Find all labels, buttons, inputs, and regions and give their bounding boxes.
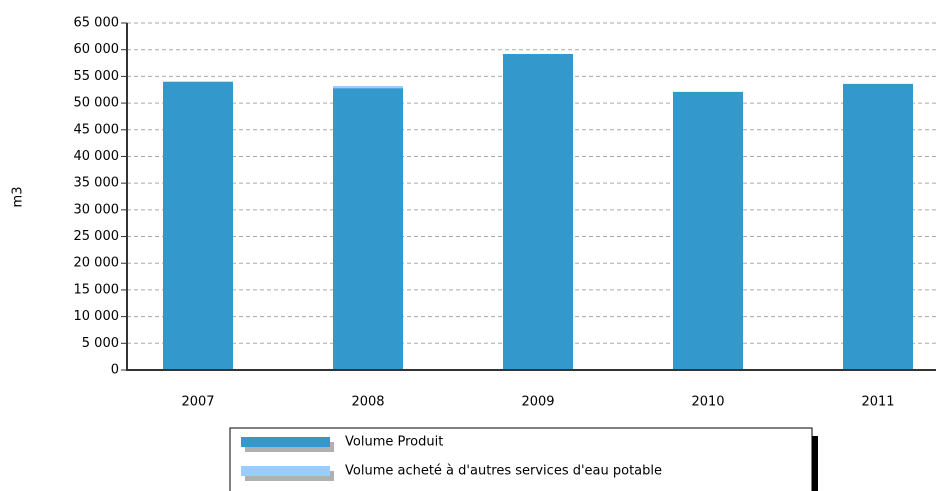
legend-label: Volume acheté à d'autres services d'eau … xyxy=(345,464,662,479)
y-tick-label: 0 xyxy=(111,363,119,378)
y-tick-label: 35 000 xyxy=(74,176,120,191)
x-tick-label: 2008 xyxy=(351,395,384,410)
y-tick-label: 15 000 xyxy=(74,282,120,297)
x-tick-label: 2007 xyxy=(181,395,214,410)
legend-shadow xyxy=(812,436,818,491)
y-tick-label: 65 000 xyxy=(74,16,120,31)
legend-label: Volume Produit xyxy=(345,435,443,450)
bar xyxy=(163,81,233,370)
y-tick-label: 20 000 xyxy=(74,256,120,271)
x-tick-label: 2009 xyxy=(521,395,554,410)
x-tick-label: 2011 xyxy=(861,395,894,410)
legend-swatch xyxy=(241,437,330,447)
x-tick-label: 2010 xyxy=(691,395,724,410)
y-tick-label: 45 000 xyxy=(74,122,120,137)
y-tick-label: 40 000 xyxy=(74,149,120,164)
y-tick-label: 25 000 xyxy=(74,229,120,244)
y-tick-label: 30 000 xyxy=(74,202,120,217)
bar xyxy=(333,88,403,370)
legend-swatch xyxy=(241,466,330,476)
bar xyxy=(503,53,573,371)
y-axis-label: m3 xyxy=(11,187,26,208)
y-tick-label: 50 000 xyxy=(74,96,120,111)
y-tick-label: 5 000 xyxy=(82,336,119,351)
bar xyxy=(333,85,403,89)
bar xyxy=(673,91,743,371)
y-tick-label: 60 000 xyxy=(74,42,120,57)
bar xyxy=(843,83,913,370)
y-tick-label: 55 000 xyxy=(74,69,120,84)
y-tick-label: 10 000 xyxy=(74,309,120,324)
